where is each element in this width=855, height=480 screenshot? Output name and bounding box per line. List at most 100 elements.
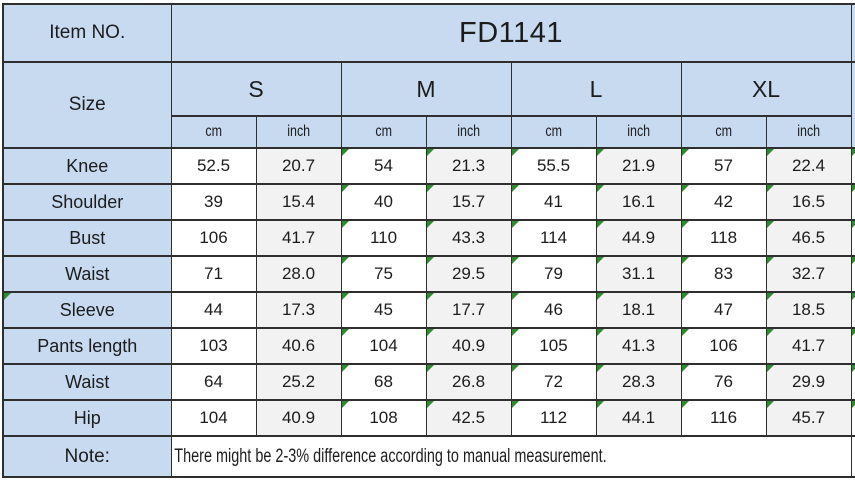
- cut-off-cell: [850, 435, 855, 478]
- cut-off-cell: [850, 183, 855, 221]
- cell-flag-triangle-icon: [512, 258, 519, 264]
- measurement-value: 57: [680, 147, 767, 185]
- measurement-value: 116: [680, 399, 767, 437]
- measurement-value: 104: [340, 327, 427, 365]
- cell-flag-triangle-icon: [597, 186, 604, 192]
- unit-header-inch: inch: [765, 115, 852, 149]
- cell-flag-triangle-icon: [427, 366, 434, 372]
- measurement-row: Pants length 103 40.6 104 40.9 105 41.3 106 41.7: [2, 327, 855, 365]
- measurement-label: Shoulder: [2, 183, 172, 221]
- size-chart-table: Item NO. FD1141 Size S M L XL cm inch cm…: [2, 3, 855, 478]
- cell-flag-triangle-icon: [427, 294, 434, 300]
- cut-off-cell: [850, 219, 855, 257]
- unit-label: inch: [457, 123, 480, 140]
- measurement-value: 45: [340, 291, 427, 329]
- item-no-value: FD1141: [170, 3, 852, 63]
- cell-flag-triangle-icon: [512, 150, 519, 156]
- measurement-value: 29.5: [425, 255, 512, 293]
- measurement-value: 46.5: [765, 219, 852, 257]
- measurement-value: 21.3: [425, 147, 512, 185]
- cell-flag-triangle-icon: [767, 294, 774, 300]
- measurement-value: 20.7: [255, 147, 342, 185]
- measurement-label: Waist: [2, 363, 172, 401]
- measurement-value: 32.7: [765, 255, 852, 293]
- cell-flag-triangle-icon: [767, 150, 774, 156]
- cell-flag-triangle-icon: [682, 402, 689, 408]
- cell-flag-triangle-icon: [342, 330, 349, 336]
- cell-flag-triangle-icon: [342, 150, 349, 156]
- unit-label: inch: [797, 123, 820, 140]
- cell-flag-triangle-icon: [682, 366, 689, 372]
- measurement-row: Knee 52.5 20.7 54 21.3 55.5 21.9 57 22.4: [2, 147, 855, 185]
- cut-off-cell: [850, 399, 855, 437]
- unit-header-cm: cm: [170, 115, 257, 149]
- cell-flag-triangle-icon: [342, 366, 349, 372]
- cell-flag-triangle-icon: [852, 366, 855, 372]
- measurement-value: 64: [170, 363, 257, 401]
- measurement-value: 41.7: [765, 327, 852, 365]
- measurement-value: 106: [170, 219, 257, 257]
- measurement-value: 40: [340, 183, 427, 221]
- measurement-value: 17.7: [425, 291, 512, 329]
- unit-label: inch: [627, 123, 650, 140]
- measurement-value: 68: [340, 363, 427, 401]
- cell-flag-triangle-icon: [852, 258, 855, 264]
- unit-header-inch: inch: [595, 115, 682, 149]
- cell-flag-triangle-icon: [512, 402, 519, 408]
- unit-label: cm: [715, 123, 732, 140]
- cut-off-cell: [850, 255, 855, 293]
- cut-off-cell: [850, 363, 855, 401]
- cell-flag-triangle-icon: [682, 186, 689, 192]
- measurement-value: 17.3: [255, 291, 342, 329]
- note-text-content: There might be 2-3% difference according…: [173, 445, 607, 467]
- measurement-value: 105: [510, 327, 597, 365]
- measurement-value: 45.7: [765, 399, 852, 437]
- unit-header-inch: inch: [425, 115, 512, 149]
- measurement-value: 16.5: [765, 183, 852, 221]
- cell-flag-triangle-icon: [682, 258, 689, 264]
- unit-label: cm: [375, 123, 392, 140]
- measurement-value: 55.5: [510, 147, 597, 185]
- measurement-value: 26.8: [425, 363, 512, 401]
- measurement-value: 31.1: [595, 255, 682, 293]
- cell-flag-triangle-icon: [512, 222, 519, 228]
- size-header-l: L: [510, 61, 682, 117]
- measurement-value: 46: [510, 291, 597, 329]
- cell-flag-triangle-icon: [852, 186, 855, 192]
- measurement-value: 25.2: [255, 363, 342, 401]
- measurement-value: 47: [680, 291, 767, 329]
- measurement-value: 41.3: [595, 327, 682, 365]
- measurement-label: Sleeve: [2, 291, 172, 329]
- unit-header-cm: cm: [510, 115, 597, 149]
- unit-header-cm: cm: [680, 115, 767, 149]
- measurement-value: 29.9: [765, 363, 852, 401]
- measurement-value: 110: [340, 219, 427, 257]
- cell-flag-triangle-icon: [342, 294, 349, 300]
- measurement-value: 108: [340, 399, 427, 437]
- unit-label: cm: [545, 123, 562, 140]
- measurement-value: 15.4: [255, 183, 342, 221]
- measurement-value: 106: [680, 327, 767, 365]
- unit-label: cm: [205, 123, 222, 140]
- cell-flag-triangle-icon: [342, 222, 349, 228]
- size-label: Size: [2, 61, 172, 149]
- cell-flag-triangle-icon: [597, 222, 604, 228]
- cell-flag-triangle-icon: [597, 150, 604, 156]
- measurement-value: 72: [510, 363, 597, 401]
- measurement-value: 71: [170, 255, 257, 293]
- measurement-label: Knee: [2, 147, 172, 185]
- measurement-value: 79: [510, 255, 597, 293]
- measurement-value: 54: [340, 147, 427, 185]
- cell-flag-triangle-icon: [597, 402, 604, 408]
- cell-flag-triangle-icon: [427, 150, 434, 156]
- measurement-row: Hip 104 40.9 108 42.5 112 44.1 116 45.7: [2, 399, 855, 437]
- cut-off-cell: [850, 327, 855, 365]
- measurement-value: 28.3: [595, 363, 682, 401]
- cell-flag-triangle-icon: [682, 330, 689, 336]
- measurement-value: 22.4: [765, 147, 852, 185]
- cell-flag-triangle-icon: [427, 402, 434, 408]
- measurement-value: 76: [680, 363, 767, 401]
- measurement-value: 44.9: [595, 219, 682, 257]
- cell-flag-triangle-icon: [512, 186, 519, 192]
- cell-flag-triangle-icon: [682, 222, 689, 228]
